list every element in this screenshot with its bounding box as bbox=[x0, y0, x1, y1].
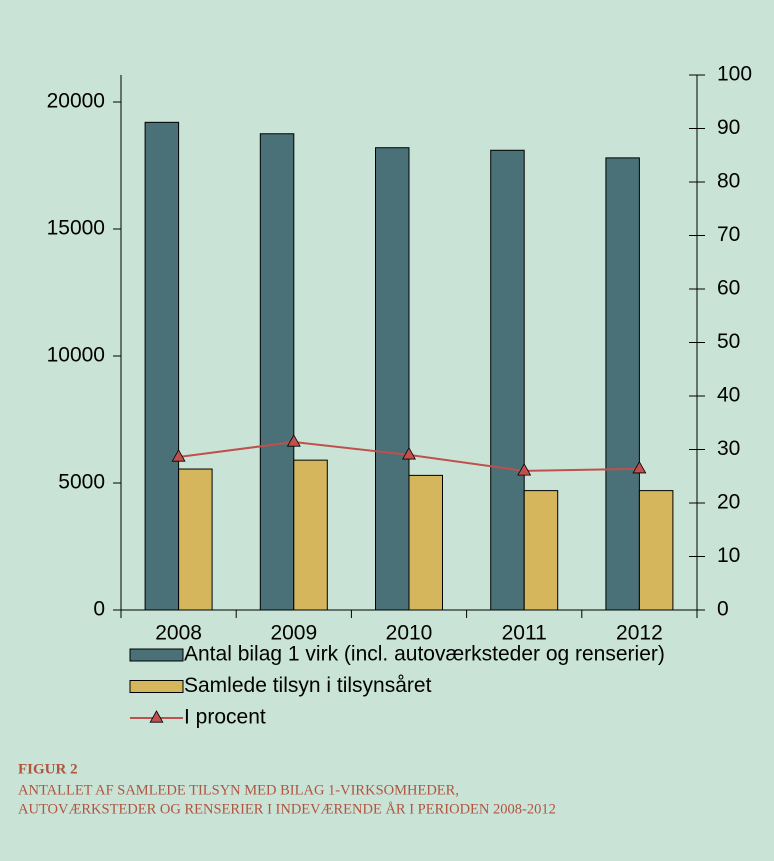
marker bbox=[402, 447, 416, 460]
caption-line: ANTALLET AF SAMLEDE TILSYN MED BILAG 1-V… bbox=[18, 782, 459, 798]
legend-swatch bbox=[129, 680, 184, 693]
y2-tick-label: 40 bbox=[717, 384, 740, 407]
y2-tick-label: 90 bbox=[717, 116, 740, 139]
legend-label: I procent bbox=[184, 706, 266, 729]
marker bbox=[632, 460, 647, 474]
bar bbox=[178, 468, 213, 611]
legend-label: Antal bilag 1 virk (incl. autoværksteder… bbox=[184, 643, 665, 666]
y2-tick-label: 0 bbox=[717, 598, 729, 621]
x-tick-label: 2011 bbox=[502, 622, 547, 645]
y2-tick-label: 100 bbox=[717, 63, 752, 86]
y-tick-label: 10000 bbox=[47, 344, 105, 367]
bar bbox=[259, 133, 295, 611]
bar bbox=[490, 149, 525, 611]
x-tick-label: 2012 bbox=[616, 622, 663, 645]
y2-tick-label: 80 bbox=[717, 170, 740, 193]
y2-tick-label: 70 bbox=[717, 223, 740, 246]
caption-line: AUTOVÆRKSTEDER OG RENSERIER I INDEVÆREND… bbox=[18, 801, 556, 817]
y-tick-label: 20000 bbox=[47, 90, 105, 113]
y2-tick-label: 50 bbox=[717, 330, 740, 353]
legend-marker bbox=[149, 710, 164, 723]
bar bbox=[144, 121, 180, 611]
marker bbox=[517, 463, 532, 476]
y2-tick-label: 30 bbox=[717, 437, 740, 460]
legend-swatch bbox=[129, 648, 184, 662]
y-tick-label: 5000 bbox=[58, 471, 105, 494]
x-tick-label: 2008 bbox=[155, 622, 202, 645]
y-tick-label: 0 bbox=[93, 598, 105, 621]
bar bbox=[605, 157, 640, 611]
y2-tick-label: 20 bbox=[717, 491, 740, 514]
bar bbox=[375, 147, 410, 611]
marker bbox=[286, 434, 301, 447]
marker bbox=[171, 449, 186, 462]
y2-tick-label: 10 bbox=[717, 544, 740, 567]
bar bbox=[408, 474, 443, 611]
legend-label: Samlede tilsyn i tilsynsåret bbox=[184, 674, 432, 697]
bar bbox=[293, 459, 328, 611]
bar bbox=[638, 490, 674, 611]
bar bbox=[523, 490, 559, 611]
y-tick-label: 15000 bbox=[47, 217, 105, 240]
y2-tick-label: 60 bbox=[717, 277, 740, 300]
x-tick-label: 2009 bbox=[270, 622, 317, 645]
caption-label: FIGUR 2 bbox=[18, 761, 78, 777]
x-tick-label: 2010 bbox=[386, 622, 433, 645]
